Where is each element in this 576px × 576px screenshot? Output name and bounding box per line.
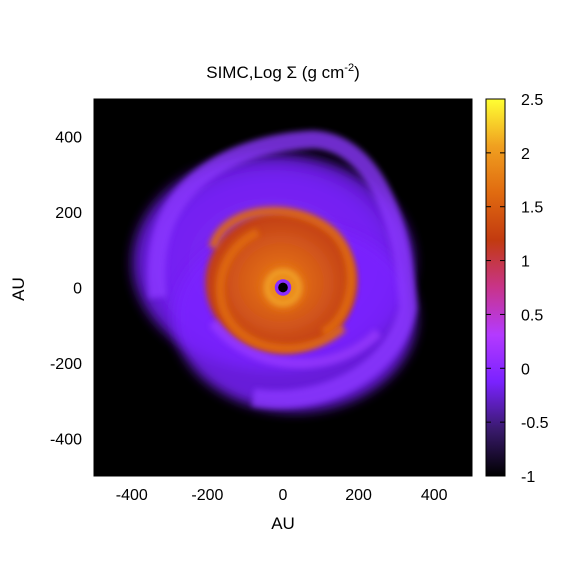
colorbar-tick-label: 2.5 xyxy=(521,92,543,109)
central-hole xyxy=(278,282,288,293)
colorbar-frame xyxy=(485,98,506,477)
disk-edge-arc xyxy=(209,319,382,369)
x-tick-label: 0 xyxy=(279,487,288,504)
y-tick-label: -400 xyxy=(50,431,82,448)
x-tick-label: 400 xyxy=(421,487,448,504)
spiral-arm-2 xyxy=(215,228,346,353)
colorbar-tick-label: 2 xyxy=(521,146,530,163)
y-axis-label: AU xyxy=(9,277,28,301)
colorbar-tick-label: -1 xyxy=(521,469,535,486)
y-tick-label: 400 xyxy=(55,130,82,147)
x-axis-label: AU xyxy=(271,514,295,533)
x-axis: -400 -200 0 200 400 xyxy=(116,99,448,504)
colorbar-tick-label: -0.5 xyxy=(521,415,549,432)
y-tick-label: -200 xyxy=(50,356,82,373)
colorbar: -1 -0.5 0 0.5 1 1.5 2 2.5 xyxy=(485,92,549,486)
colorbar-ticks: -1 -0.5 0 0.5 1 1.5 2 2.5 xyxy=(486,92,549,486)
colorbar-tick-label: 1.5 xyxy=(521,200,543,217)
x-tick-label: 200 xyxy=(345,487,372,504)
colorbar-tick-label: 0 xyxy=(521,361,530,378)
x-tick-label: -200 xyxy=(191,487,223,504)
x-tick-label: -400 xyxy=(116,487,148,504)
colorbar-tick-label: 1 xyxy=(521,254,530,271)
chart-title: SIMC,Log Σ (g cm-2) xyxy=(206,62,360,82)
outer-spiral-arm xyxy=(147,130,418,409)
heatmap-plot xyxy=(94,99,472,476)
inner-ring-highlight xyxy=(265,269,301,306)
y-axis: -400 -200 0 200 400 xyxy=(50,130,472,448)
density-field xyxy=(132,130,418,412)
colorbar-tick-label: 0.5 xyxy=(521,307,543,324)
y-tick-label: 200 xyxy=(55,205,82,222)
y-tick-label: 0 xyxy=(73,281,82,298)
colorbar-fill xyxy=(486,99,505,476)
spiral-arm-1 xyxy=(208,206,356,337)
